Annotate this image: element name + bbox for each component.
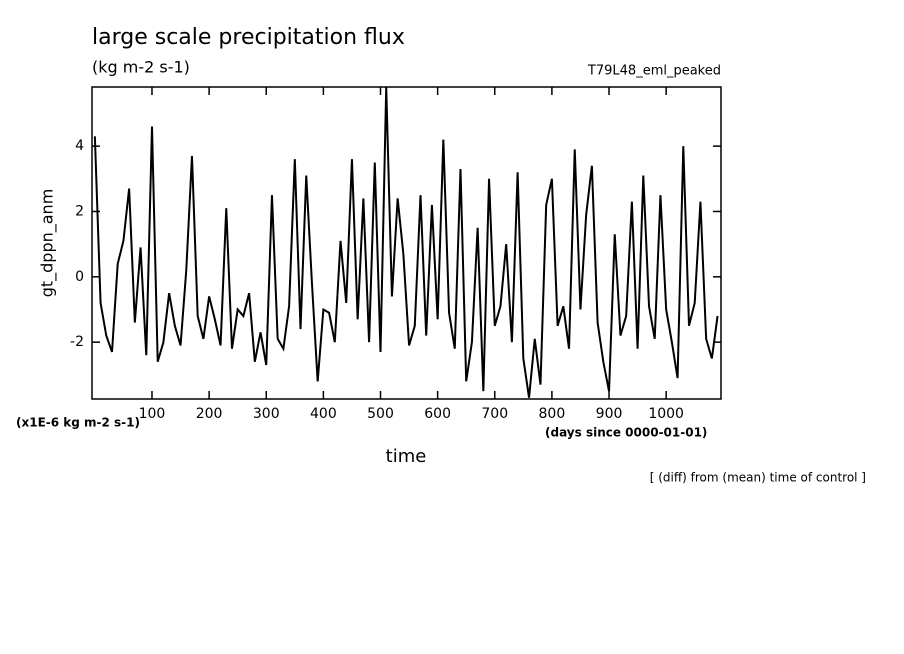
x-tick-label: 100 — [139, 406, 166, 422]
y-tick-label: 2 — [75, 203, 84, 219]
chart-subtitle: (kg m-2 s-1) — [92, 58, 190, 77]
data-line — [93, 87, 719, 398]
x-tick-label: 200 — [196, 406, 223, 422]
run-label: T79L48_eml_peaked — [587, 64, 721, 79]
plot-frame — [91, 86, 722, 400]
y-tick-label: 0 — [75, 269, 84, 285]
y-tick-label: 4 — [75, 138, 84, 154]
note: [ (diff) from (mean) time of control ] — [650, 471, 866, 485]
x-tick-label: 500 — [367, 406, 394, 422]
chart-title: large scale precipitation flux — [92, 25, 405, 50]
x-tick-label: 300 — [253, 406, 280, 422]
x-tick-label: 600 — [424, 406, 451, 422]
x-axis-label: time — [386, 446, 427, 467]
y-tick-label: -2 — [70, 334, 84, 350]
x-tick-label: 700 — [481, 406, 508, 422]
x-tick-label: 400 — [310, 406, 337, 422]
x-tick-label: 900 — [596, 406, 623, 422]
x-tick-label: 800 — [539, 406, 566, 422]
y-unit-label: (x1E-6 kg m-2 s-1) — [16, 416, 140, 430]
x-unit-label: (days since 0000-01-01) — [545, 426, 707, 440]
y-axis-label: gt_dppn_anm — [38, 189, 58, 298]
x-tick-label: 1000 — [648, 406, 684, 422]
